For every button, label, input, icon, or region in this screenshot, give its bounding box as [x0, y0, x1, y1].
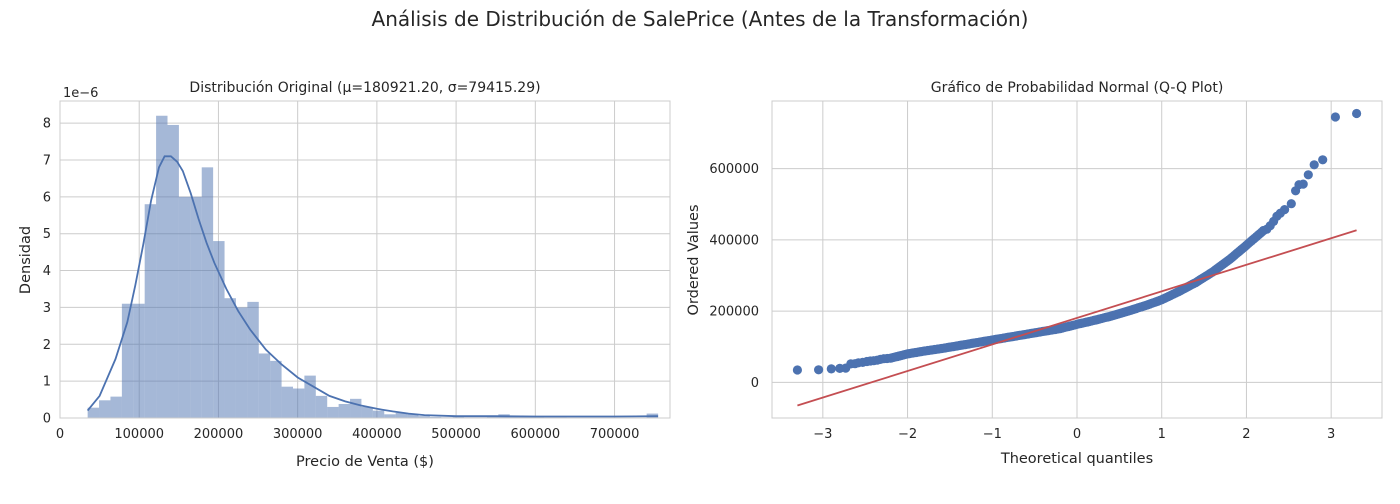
histogram-bar	[178, 196, 191, 418]
histogram-x-tick-label: 700000	[590, 427, 640, 442]
histogram-bar	[407, 414, 419, 418]
qq-point	[1318, 155, 1328, 165]
histogram-y-tick-label: 3	[43, 301, 51, 316]
kde-curve	[86, 155, 659, 418]
histogram-bar	[315, 395, 328, 418]
qq-y-tick-labels: 0 200000 400000 600000	[709, 162, 759, 391]
histogram-y-tick-labels: 0 1 2 3 4 5 6 7 8	[43, 117, 51, 427]
histogram-y-tick-label: 6	[43, 190, 51, 205]
histogram-x-tick-labels: 0 100000 200000 300000 400000 500000 600000 700…	[56, 427, 640, 442]
qq-point	[1286, 199, 1296, 209]
qq-axes-frame	[771, 100, 1383, 419]
histogram-bar	[258, 353, 271, 418]
histogram-y-tick-label: 2	[43, 338, 51, 353]
histogram-bar	[304, 375, 316, 418]
histogram-bar	[190, 196, 202, 418]
histogram-bar	[281, 386, 293, 418]
histogram-bar	[110, 396, 122, 418]
qq-x-axis-label: Theoretical quantiles	[1000, 451, 1153, 467]
qq-point	[792, 365, 803, 375]
qq-y-tick-label: 400000	[709, 233, 759, 248]
histogram-bar	[235, 307, 248, 418]
histogram-y-tick-label: 1	[43, 375, 51, 390]
qq-y-tick-label: 600000	[709, 162, 759, 177]
qq-x-tick-label: 3	[1327, 427, 1335, 442]
histogram-y-tick-label: 5	[43, 227, 51, 242]
qq-x-tick-label: −3	[813, 427, 832, 442]
qq-plot-title: Gráfico de Probabilidad Normal (Q-Q Plot…	[931, 80, 1224, 96]
histogram-bar	[452, 416, 465, 418]
histogram-bar	[384, 414, 396, 418]
qq-y-tick-label: 0	[751, 376, 759, 391]
histogram-y-tick-label: 4	[43, 264, 51, 279]
histogram-bar	[338, 403, 351, 418]
qq-x-tick-label: 1	[1158, 427, 1166, 442]
histogram-x-tick-label: 400000	[352, 427, 402, 442]
qq-point	[1303, 170, 1313, 180]
histogram-bar	[213, 241, 225, 418]
histogram-bar	[99, 400, 111, 418]
histogram-y-tick-label: 8	[43, 117, 51, 132]
histogram-x-tick-label: 100000	[114, 427, 164, 442]
histogram-bar	[395, 412, 408, 418]
qq-gridlines	[772, 101, 1382, 418]
qq-points	[792, 108, 1362, 375]
qq-point	[1352, 108, 1362, 119]
histogram-title: Distribución Original (μ=180921.20, σ=79…	[189, 80, 540, 96]
qq-point	[1330, 112, 1340, 122]
histogram-bar	[418, 416, 430, 418]
histogram-bar	[224, 298, 236, 418]
qq-fit-line	[797, 229, 1357, 407]
histogram-bar	[121, 303, 134, 418]
histogram-panel: Distribución Original (μ=180921.20, σ=79…	[18, 80, 671, 470]
histogram-bar	[509, 416, 522, 418]
histogram-x-axis-label: Precio de Venta ($)	[296, 454, 434, 470]
histogram-y-axis-label: Densidad	[18, 226, 34, 294]
histogram-y-tick-label: 0	[43, 412, 51, 427]
histogram-x-tick-label: 500000	[431, 427, 481, 442]
histogram-x-tick-label: 200000	[194, 427, 244, 442]
qq-point	[1258, 226, 1268, 236]
histogram-bar	[350, 398, 362, 418]
histogram-bar	[429, 416, 442, 418]
histogram-bar	[156, 115, 168, 418]
histogram-bar	[521, 416, 533, 418]
qq-x-tick-label: 2	[1242, 427, 1250, 442]
histogram-bar	[372, 410, 385, 418]
qq-point	[1309, 160, 1319, 170]
histogram-bar	[292, 388, 305, 418]
histogram-bar	[87, 407, 100, 418]
histogram-bars	[87, 115, 659, 419]
qq-y-tick-label: 200000	[709, 305, 759, 320]
histogram-x-tick-label: 300000	[273, 427, 323, 442]
histogram-x-tick-label: 0	[56, 427, 64, 442]
histogram-bar	[247, 301, 259, 418]
qq-x-tick-label: −2	[898, 427, 917, 442]
qq-x-tick-labels: −3 −2 −1 0 1 2 3	[813, 427, 1335, 442]
qq-y-axis-label: Ordered Values	[686, 205, 702, 316]
histogram-axes-frame	[59, 100, 671, 419]
histogram-y-scale-note: 1e−6	[63, 86, 98, 101]
qq-point	[1291, 186, 1301, 196]
histogram-y-tick-label: 7	[43, 153, 51, 168]
histogram-bar	[133, 303, 145, 418]
qq-x-tick-label: 0	[1073, 427, 1081, 442]
figure-suptitle: Análisis de Distribución de SalePrice (A…	[372, 7, 1029, 31]
qq-plot-panel: Gráfico de Probabilidad Normal (Q-Q Plot…	[686, 80, 1383, 467]
histogram-bar	[167, 124, 179, 419]
histogram-bar	[361, 406, 373, 418]
histogram-bar	[201, 167, 214, 418]
histogram-bar	[532, 416, 544, 418]
qq-point	[826, 364, 836, 374]
histogram-bar	[327, 406, 339, 418]
histogram-x-tick-label: 600000	[511, 427, 561, 442]
histogram-bar	[144, 204, 157, 418]
histogram-bar	[270, 360, 282, 418]
qq-x-tick-label: −1	[983, 427, 1002, 442]
qq-point	[814, 365, 824, 375]
